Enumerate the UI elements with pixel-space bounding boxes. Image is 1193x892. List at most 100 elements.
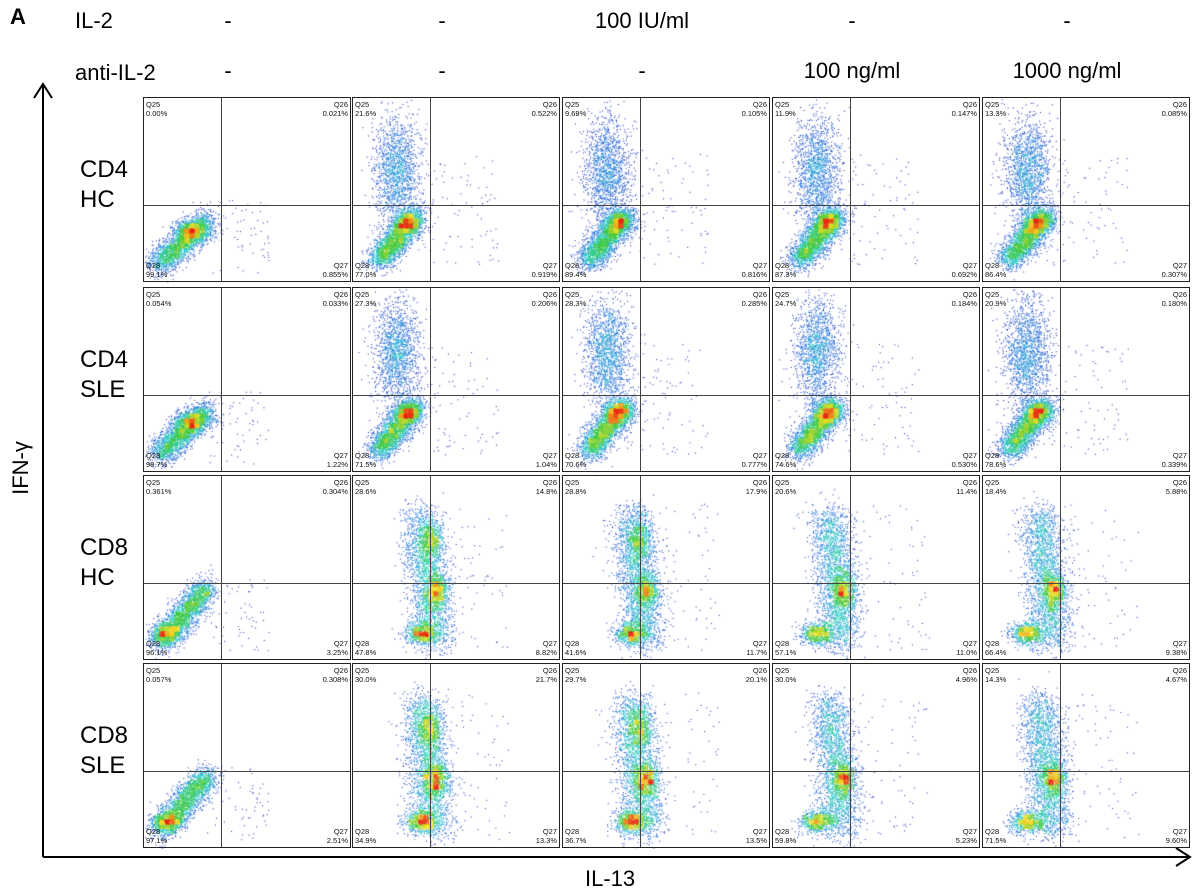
q27-value: 11.7% [746, 648, 767, 657]
quadrant-gate-vertical [221, 98, 222, 281]
quadrant-q25: Q25 0.361% [146, 478, 172, 496]
density-dots [773, 476, 981, 661]
flow-plot: Q25 21.6% Q26 0.522% Q28 77.0% Q27 0.919% [352, 97, 561, 283]
q25-value: 0.00% [146, 109, 168, 118]
quadrant-q27: Q27 13.3% [535, 827, 557, 845]
donor-group: SLE [80, 376, 126, 403]
q25-value: 18.4% [985, 487, 1007, 496]
quadrant-q25: Q25 20.6% [775, 478, 797, 496]
q27-value: 9.60% [1165, 836, 1187, 845]
quadrant-q25: Q25 9.69% [565, 100, 587, 118]
quadrant-q25: Q25 30.0% [775, 666, 797, 684]
q25-value: 0.361% [146, 487, 172, 496]
q25-value: 14.3% [985, 675, 1007, 684]
quadrant-q27: Q27 0.307% [1161, 261, 1187, 279]
flow-plot: Q25 20.9% Q26 0.180% Q28 78.6% Q27 0.339% [982, 287, 1191, 473]
flow-plot: Q25 0.057% Q26 0.308% Q28 97.1% Q27 2.51% [143, 663, 352, 849]
flow-plot: Q25 9.69% Q26 0.105% Q28 89.4% Q27 0.816% [562, 97, 771, 283]
quadrant-gate-horizontal [353, 395, 559, 396]
il2-condition: - [438, 8, 446, 33]
quadrant-q26: Q26 17.9% [745, 478, 767, 496]
quadrant-gate-horizontal [563, 771, 769, 772]
q28-value: 74.6% [775, 460, 797, 469]
q25-value: 30.0% [775, 675, 797, 684]
x-axis-label: IL-13 [585, 866, 636, 891]
quadrant-q28: Q28 89.4% [565, 261, 587, 279]
q28-value: 47.8% [355, 648, 377, 657]
quadrant-q28: Q28 36.7% [565, 827, 587, 845]
quadrant-q27: Q27 8.82% [535, 639, 557, 657]
quadrant-q27: Q27 0.530% [951, 451, 977, 469]
row-label: CD4 SLE [80, 345, 128, 405]
q27-value: 8.82% [535, 648, 557, 657]
quadrant-q27: Q27 0.339% [1161, 451, 1187, 469]
quadrant-gate-vertical [1060, 288, 1061, 471]
q25-value: 27.3% [355, 299, 377, 308]
q28-value: 87.3% [775, 270, 797, 279]
quadrant-q26: Q26 21.7% [535, 666, 557, 684]
quadrant-gate-vertical [430, 664, 431, 847]
density-dots [773, 288, 981, 473]
q27-value: 9.38% [1165, 648, 1187, 657]
density-dots [983, 476, 1191, 661]
density-dots [983, 664, 1191, 849]
flow-plot: Q25 14.3% Q26 4.67% Q28 71.5% Q27 9.60% [982, 663, 1191, 849]
q25-value: 20.9% [985, 299, 1007, 308]
quadrant-gate-horizontal [353, 205, 559, 206]
quadrant-q27: Q27 2.51% [326, 827, 348, 845]
donor-group: SLE [80, 752, 126, 779]
q25-value: 28.8% [565, 487, 587, 496]
quadrant-q26: Q26 0.304% [322, 478, 348, 496]
q27-value: 3.25% [326, 648, 348, 657]
anti-il2-condition: 1000 ng/ml [1012, 58, 1122, 83]
quadrant-gate-horizontal [563, 395, 769, 396]
donor-group: HC [80, 186, 115, 213]
flow-plot: Q25 11.9% Q26 0.147% Q28 87.3% Q27 0.692% [772, 97, 981, 283]
quadrant-q26: Q26 0.147% [951, 100, 977, 118]
quadrant-q25: Q25 21.6% [355, 100, 377, 118]
q25-value: 29.7% [565, 675, 587, 684]
quadrant-gate-vertical [1060, 98, 1061, 281]
quadrant-q27: Q27 0.919% [531, 261, 557, 279]
q28-value: 57.1% [775, 648, 797, 657]
q28-value: 98.7% [146, 460, 168, 469]
density-dots [563, 98, 771, 283]
quadrant-q25: Q25 28.3% [565, 290, 587, 308]
q26-value: 0.304% [322, 487, 348, 496]
flow-plot: Q25 28.8% Q26 17.9% Q28 41.6% Q27 11.7% [562, 475, 771, 661]
il2-condition: - [1063, 8, 1071, 33]
q25-value: 24.7% [775, 299, 797, 308]
q27-value: 0.692% [951, 270, 977, 279]
quadrant-gate-horizontal [773, 395, 979, 396]
quadrant-q25: Q25 24.7% [775, 290, 797, 308]
flow-plot: Q25 28.3% Q26 0.285% Q28 70.6% Q27 0.777% [562, 287, 771, 473]
q28-value: 66.4% [985, 648, 1007, 657]
quadrant-q25: Q25 20.9% [985, 290, 1007, 308]
q25-value: 21.6% [355, 109, 377, 118]
quadrant-gate-vertical [430, 288, 431, 471]
quadrant-q26: Q26 0.285% [741, 290, 767, 308]
quadrant-q26: Q26 20.1% [745, 666, 767, 684]
q27-value: 0.777% [741, 460, 767, 469]
q27-value: 0.855% [322, 270, 348, 279]
q25-value: 30.0% [355, 675, 377, 684]
q28-value: 77.0% [355, 270, 377, 279]
quadrant-gate-horizontal [983, 771, 1189, 772]
quadrant-q27: Q27 11.7% [746, 639, 767, 657]
density-dots [144, 288, 352, 473]
il2-condition: - [224, 8, 232, 33]
q28-value: 36.7% [565, 836, 587, 845]
quadrant-q28: Q28 47.8% [355, 639, 377, 657]
quadrant-q26: Q26 4.96% [955, 666, 977, 684]
density-dots [983, 98, 1191, 283]
quadrant-q25: Q25 0.00% [146, 100, 168, 118]
q27-value: 1.04% [535, 460, 557, 469]
q27-value: 0.816% [741, 270, 767, 279]
q25-value: 0.054% [146, 299, 172, 308]
q26-value: 0.085% [1161, 109, 1187, 118]
quadrant-q25: Q25 28.8% [565, 478, 587, 496]
quadrant-gate-vertical [850, 664, 851, 847]
q26-value: 4.67% [1165, 675, 1187, 684]
quadrant-gate-horizontal [983, 395, 1189, 396]
